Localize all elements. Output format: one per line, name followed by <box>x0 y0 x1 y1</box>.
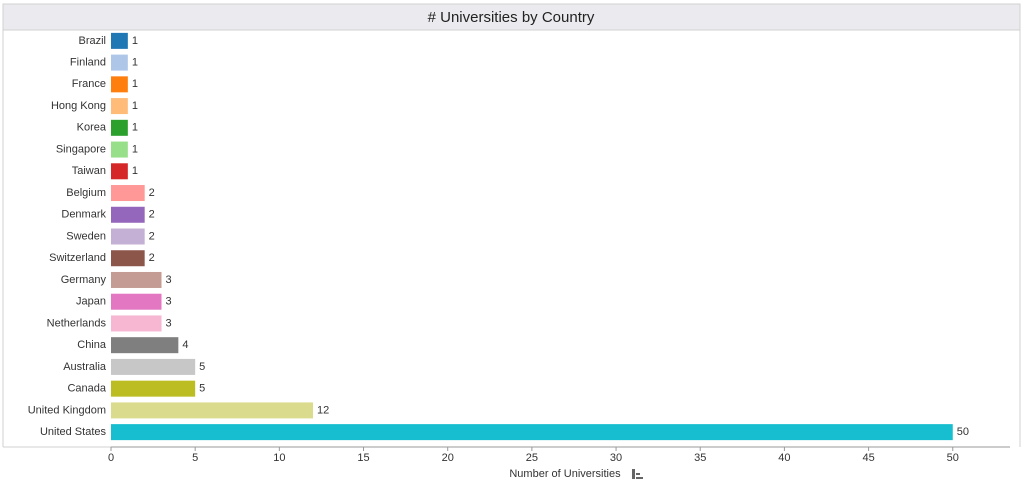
sort-icon[interactable] <box>632 469 643 479</box>
bar <box>111 380 196 397</box>
value-label: 2 <box>149 187 155 199</box>
x-tick-label: 0 <box>108 452 114 464</box>
bar <box>111 141 128 158</box>
bar <box>111 315 162 332</box>
y-tick-label: China <box>77 339 107 351</box>
value-label: 2 <box>149 252 155 264</box>
value-label: 5 <box>199 383 205 395</box>
value-label: 1 <box>132 100 138 112</box>
y-tick-label: Switzerland <box>49 252 106 264</box>
bar <box>111 250 145 267</box>
y-tick-label: United Kingdom <box>28 404 106 416</box>
bar <box>111 119 128 136</box>
y-tick-label: Australia <box>63 361 107 373</box>
bar <box>111 424 953 441</box>
x-tick-label: 10 <box>273 452 285 464</box>
title-bar <box>2 3 1021 31</box>
bar <box>111 76 128 93</box>
value-label: 1 <box>132 122 138 134</box>
y-tick-label: Canada <box>67 383 106 395</box>
bar <box>111 358 196 375</box>
value-label: 3 <box>166 296 172 308</box>
bar <box>111 185 145 202</box>
y-tick-label: Singapore <box>56 143 106 155</box>
x-axis-title: Number of Universities <box>509 468 621 480</box>
y-tick-label: Korea <box>77 122 107 134</box>
chart-title: # Universities by Country <box>428 9 595 26</box>
value-label: 5 <box>199 361 205 373</box>
y-tick-label: Belgium <box>66 187 106 199</box>
x-tick-label: 40 <box>778 452 790 464</box>
y-tick-label: Taiwan <box>72 165 106 177</box>
x-tick-label: 30 <box>610 452 622 464</box>
value-label: 3 <box>166 317 172 329</box>
bar <box>111 228 145 245</box>
bar <box>111 271 162 288</box>
bar <box>111 163 128 180</box>
bar <box>111 293 162 310</box>
x-tick-label: 50 <box>947 452 959 464</box>
value-label: 1 <box>132 78 138 90</box>
x-tick-label: 20 <box>442 452 454 464</box>
value-label: 1 <box>132 165 138 177</box>
value-label: 50 <box>957 426 969 438</box>
y-tick-label: Brazil <box>78 35 106 47</box>
bar <box>111 206 145 223</box>
y-tick-label: United States <box>40 426 107 438</box>
value-label: 2 <box>149 209 155 221</box>
x-tick-label: 35 <box>694 452 706 464</box>
x-tick-label: 25 <box>526 452 538 464</box>
y-tick-label: Denmark <box>61 209 106 221</box>
value-label: 1 <box>132 35 138 47</box>
bar <box>111 32 128 49</box>
x-tick-label: 45 <box>862 452 874 464</box>
bar <box>111 337 179 354</box>
value-label: 2 <box>149 230 155 242</box>
bar <box>111 54 128 71</box>
value-label: 12 <box>317 404 329 416</box>
y-tick-label: Finland <box>70 57 106 69</box>
y-tick-label: Sweden <box>66 230 106 242</box>
y-tick-label: Netherlands <box>47 317 107 329</box>
y-tick-label: Hong Kong <box>51 100 106 112</box>
y-tick-label: Japan <box>76 296 106 308</box>
value-label: 3 <box>166 274 172 286</box>
x-tick-label: 5 <box>192 452 198 464</box>
value-label: 1 <box>132 57 138 69</box>
value-label: 1 <box>132 143 138 155</box>
value-label: 4 <box>182 339 188 351</box>
x-tick-label: 15 <box>357 452 369 464</box>
bar <box>111 98 128 115</box>
y-tick-label: Germany <box>61 274 107 286</box>
bar <box>111 402 314 419</box>
y-tick-label: France <box>72 78 106 90</box>
